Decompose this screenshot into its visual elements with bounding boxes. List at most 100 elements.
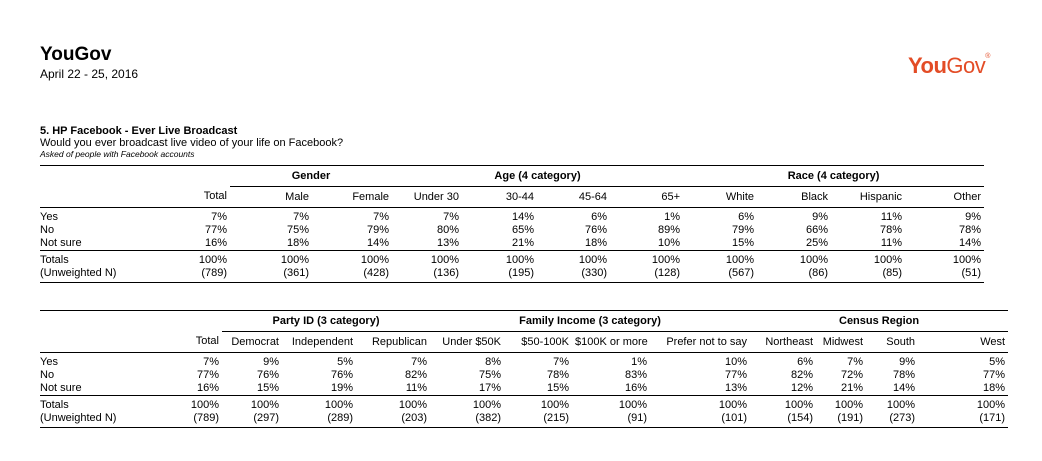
row-label: Yes [40,352,170,369]
table-cell: 1% [572,352,651,369]
table-cell: 15% [546,382,570,394]
table-cell: 100% [537,250,611,267]
table-cell: 100% [222,395,282,412]
group-header-race: Race (4 category) [683,165,985,187]
table-cell: 18% [584,237,608,249]
column-header: Under $50K [442,335,502,348]
column-header: 65+ [661,190,681,203]
table-cell: (330) [537,267,611,283]
table-cell: 12% [791,382,814,394]
table-row: (Unweighted N) (789) (361) (428) (136) (195)(… [40,267,985,283]
table-cell: 79% [732,224,755,236]
column-header: Republican [371,335,428,348]
table-cell: 83% [624,369,648,381]
table-cell: 17% [478,382,502,394]
column-header: Under 30 [413,190,460,203]
table-cell: (191) [816,412,867,428]
table-cell: 11% [405,382,428,394]
logo-registered-mark: ® [985,53,990,60]
table-cell: 100% [610,250,684,267]
survey-date: April 22 - 25, 2016 [40,67,139,81]
table-cell: 100% [918,395,1009,412]
table-cell: 79% [366,224,390,236]
table-cell: 7% [392,207,463,224]
column-header: Other [953,190,982,203]
table-cell: 100% [572,395,651,412]
table-cell: (128) [610,267,684,283]
question-text: Would you ever broadcast live video of y… [40,137,344,149]
table-cell: 25% [806,237,829,249]
table-cell: 100% [282,395,356,412]
row-label: No [40,224,55,236]
table-cell: (289) [282,412,356,428]
group-header-party: Party ID (3 category) [222,310,431,332]
table-cell: 100% [170,250,230,267]
table-cell: 100% [905,250,985,267]
table-cell: (101) [650,412,751,428]
table-cell: 100% [312,250,393,267]
row-label: (Unweighted N) [40,267,170,283]
table-cell: 100% [866,395,919,412]
table-cell: 18% [286,237,309,249]
table-cell: 66% [806,224,829,236]
table-cell: 13% [436,237,460,249]
crosstab-party-income-region: Party ID (3 category) Family Income (3 c… [40,310,1009,428]
table-cell: (789) [170,267,230,283]
table-cell: 18% [983,382,1006,394]
table-cell: (86) [757,267,832,283]
table-cell: 75% [478,369,502,381]
logo-gov: Gov [946,53,986,78]
column-header: Democrat [231,335,279,348]
table-cell: 9% [866,352,919,369]
table-cell: 6% [750,352,817,369]
table-cell: 7% [356,352,431,369]
table-cell: 65% [511,224,535,236]
table-cell: (91) [572,412,651,428]
table-cell: (567) [683,267,758,283]
crosstab-demographics: Gender Age (4 category) Race (4 category… [40,165,985,283]
row-label: Not sure [40,382,82,394]
table-cell: 5% [918,352,1009,369]
table-cell: 100% [230,250,312,267]
table-cell: (215) [504,412,573,428]
table-cell: 8% [430,352,505,369]
table-cell: 77% [204,224,227,236]
table-cell: (136) [392,267,463,283]
table-cell: (51) [905,267,985,283]
question-title: 5. HP Facebook - Ever Live Broadcast [40,125,238,137]
brand-name: YouGov [40,44,112,65]
table-cell: 80% [436,224,460,236]
table-cell: 100% [757,250,832,267]
table-cell: (789) [170,412,222,428]
table-cell: 82% [791,369,814,381]
table-cell: (361) [230,267,312,283]
table-cell: 7% [170,207,230,224]
table-cell: 21% [841,382,864,394]
table-cell: 100% [392,250,463,267]
table-cell: 77% [725,369,748,381]
table-cell: 14% [893,382,916,394]
table-cell: 6% [537,207,611,224]
column-header: West [980,335,1006,348]
table-cell: 77% [983,369,1006,381]
table-cell: (297) [222,412,282,428]
table-row: Totals 100% 100% 100% 100% 100% 100% 100% 100% 10… [40,250,985,267]
table-cell: (85) [831,267,906,283]
table-cell: 100% [430,395,505,412]
group-header-gender: Gender [230,165,393,187]
table-cell: (195) [462,267,538,283]
table-cell: 7% [816,352,867,369]
table-cell: (154) [750,412,817,428]
table-cell: 5% [282,352,356,369]
table-cell: 75% [286,224,309,236]
column-header: Midwest [822,335,864,348]
table-cell: 15% [256,382,279,394]
table-cell: 89% [658,224,681,236]
column-header: Total [195,335,219,348]
table-cell: 78% [959,224,982,236]
table-cell: 6% [683,207,758,224]
table-cell: 78% [893,369,916,381]
table-cell: 15% [732,237,755,249]
column-header: Total [203,190,227,203]
question-note: Asked of people with Facebook accounts [40,149,195,159]
